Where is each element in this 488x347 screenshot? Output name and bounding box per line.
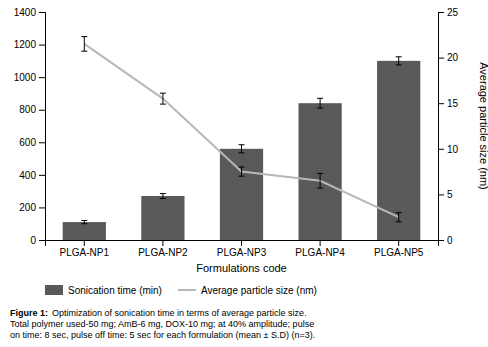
tick-label: 25 (447, 7, 459, 18)
tick: 400 (19, 170, 45, 181)
tick-mark (398, 240, 399, 246)
tick-mark (438, 103, 444, 104)
plot-marks (63, 37, 421, 240)
tick: 1400 (14, 7, 45, 18)
caption-line: Optimization of sonication time in terms… (52, 308, 307, 318)
bar (63, 222, 106, 240)
tick: 1200 (14, 39, 45, 50)
error-bar (396, 213, 402, 222)
caption-label: Figure 1: (10, 308, 48, 318)
caption-line: on time: 8 sec, pulse off time: 5 sec fo… (10, 330, 315, 340)
error-bar (81, 220, 87, 223)
tick-mark (39, 142, 45, 143)
tick-mark (438, 194, 444, 195)
bar (141, 196, 184, 240)
tick: 600 (19, 137, 45, 148)
tick-label: 5 (447, 189, 453, 200)
tick-mark (320, 240, 321, 246)
tick-label: PLGA-NP2 (138, 247, 188, 258)
tick-label: PLGA-NP1 (60, 247, 110, 258)
error-bar (160, 194, 166, 199)
tick-mark (438, 12, 444, 13)
bar (377, 61, 420, 240)
tick: 20 (438, 52, 459, 63)
y2-axis: 0 5 10 15 20 25 (438, 7, 459, 246)
tick: 0 (30, 235, 45, 246)
tick-label: 400 (19, 170, 36, 181)
bar (298, 103, 341, 240)
tick-mark (438, 58, 444, 59)
tick-label: 1200 (14, 39, 37, 50)
error-bar (239, 145, 245, 153)
tick-label: 20 (447, 52, 459, 63)
tick: 10 (438, 144, 459, 155)
tick-label: 0 (447, 235, 453, 246)
tick: PLGA-NP2 (138, 240, 188, 258)
tick-mark (241, 240, 242, 246)
line (84, 44, 398, 217)
tick-label: 800 (19, 104, 36, 115)
legend-label: Sonication time (min) (68, 285, 162, 296)
tick-label: 200 (19, 202, 36, 213)
tick: 200 (19, 202, 45, 213)
axis-line (46, 241, 439, 247)
tick: PLGA-NP3 (217, 240, 267, 258)
tick-mark (39, 207, 45, 208)
tick: PLGA-NP5 (374, 240, 424, 258)
error-bar (317, 173, 323, 188)
tick-mark (39, 12, 45, 13)
tick: 5 (438, 189, 453, 200)
legend-label: Average particle size (nm) (201, 285, 317, 296)
tick-mark (162, 240, 163, 246)
tick: PLGA-NP4 (295, 240, 345, 258)
error-bar (81, 37, 87, 52)
bar (220, 149, 263, 240)
error-bar (239, 167, 245, 176)
tick: 1000 (14, 72, 45, 83)
legend-swatch (178, 289, 196, 291)
caption-line: Total polymer used-50 mg; AmB-6 mg, DOX-… (10, 319, 314, 329)
tick-label: 15 (447, 98, 459, 109)
error-bar (160, 93, 166, 104)
axis-line (39, 13, 46, 241)
legend-swatch (45, 285, 63, 295)
tick-label: 1400 (14, 7, 37, 18)
caption: Optimization of sonication time in terms… (10, 308, 315, 340)
tick-label: PLGA-NP4 (295, 247, 345, 258)
y2-axis-title: Average particle size (nm) (478, 62, 488, 190)
error-bar (396, 57, 402, 65)
tick-label: 1000 (14, 72, 37, 83)
tick-label: 600 (19, 137, 36, 148)
legend: Sonication time (min) Average particle si… (45, 285, 317, 296)
tick-mark (39, 240, 45, 241)
x-axis: PLGA-NP1 PLGA-NP2 PLGA-NP3 PLGA-NP4 PLGA-NP5 (46, 240, 439, 258)
tick: 800 (19, 104, 45, 115)
axis-line (439, 13, 445, 241)
tick: 25 (438, 7, 459, 18)
x-axis-title: Formulations code (196, 262, 287, 274)
tick: 0 (438, 235, 453, 246)
tick-mark (39, 77, 45, 78)
y-axis: 0 200 400 600 800 1000 1200 1400 (14, 7, 46, 246)
tick-mark (39, 175, 45, 176)
tick-mark (39, 45, 45, 46)
tick-mark (84, 240, 85, 246)
tick-mark (438, 149, 444, 150)
tick: PLGA-NP1 (60, 240, 110, 258)
tick-label: 10 (447, 144, 459, 155)
tick-label: PLGA-NP5 (374, 247, 424, 258)
tick-label: PLGA-NP3 (217, 247, 267, 258)
tick: 15 (438, 98, 459, 109)
tick-label: 0 (30, 235, 36, 246)
error-bar (317, 98, 323, 108)
chart: PLGA-NP1 PLGA-NP2 PLGA-NP3 PLGA-NP4 PLGA-NP5… (0, 0, 488, 347)
tick-mark (39, 110, 45, 111)
tick-mark (438, 240, 444, 241)
